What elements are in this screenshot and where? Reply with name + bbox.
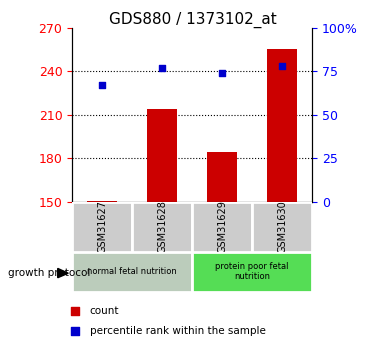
Bar: [267, 49, 297, 202]
Text: GSM31627: GSM31627: [97, 200, 107, 253]
Text: protein poor fetal
nutrition: protein poor fetal nutrition: [215, 262, 289, 282]
Text: GDS880 / 1373102_at: GDS880 / 1373102_at: [109, 12, 277, 28]
FancyBboxPatch shape: [72, 252, 192, 292]
FancyBboxPatch shape: [192, 252, 312, 292]
Text: GSM31628: GSM31628: [157, 200, 167, 253]
FancyBboxPatch shape: [132, 202, 192, 252]
FancyBboxPatch shape: [192, 202, 252, 252]
Point: [99, 82, 105, 88]
Bar: [147, 109, 177, 202]
Point: [219, 70, 225, 76]
Text: percentile rank within the sample: percentile rank within the sample: [90, 326, 266, 336]
Text: normal fetal nutrition: normal fetal nutrition: [87, 267, 177, 276]
Point: [242, 224, 248, 229]
Bar: [207, 152, 237, 202]
Polygon shape: [58, 268, 68, 278]
FancyBboxPatch shape: [252, 202, 312, 252]
Text: GSM31630: GSM31630: [277, 200, 287, 253]
Text: count: count: [90, 306, 119, 315]
Text: GSM31629: GSM31629: [217, 200, 227, 253]
Text: growth protocol: growth protocol: [8, 268, 90, 278]
Bar: [87, 201, 117, 202]
FancyBboxPatch shape: [72, 202, 132, 252]
Point: [159, 65, 165, 70]
Point: [242, 36, 248, 41]
Point: [279, 63, 285, 69]
